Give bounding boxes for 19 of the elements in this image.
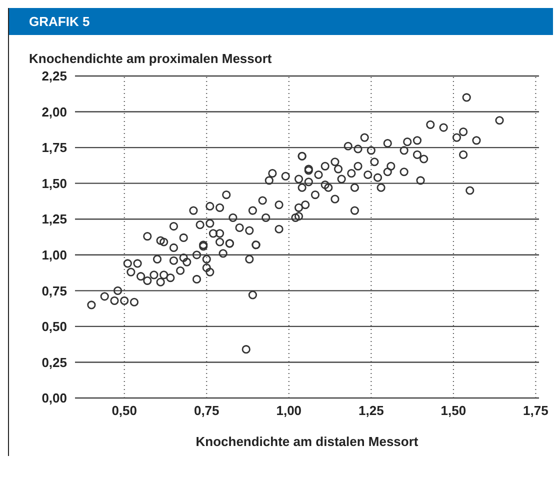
chart-title: GRAFIK 5 xyxy=(9,8,553,35)
y-tick-label: 1,75 xyxy=(42,140,67,156)
x-axis-title: Knochendichte am distalen Messort xyxy=(196,434,419,449)
x-tick-label: 1,00 xyxy=(276,403,302,418)
x-tick-label: 1,25 xyxy=(358,403,384,418)
x-tick-label: 1,75 xyxy=(523,403,548,418)
y-tick-label: 0,25 xyxy=(42,354,67,370)
x-tick-label: 0,50 xyxy=(112,403,138,418)
y-axis-title: Knochendichte am proximalen Messort xyxy=(28,50,273,66)
y-tick-label: 1,25 xyxy=(42,212,67,227)
y-tick-label: 2,25 xyxy=(42,68,67,84)
y-tick-label: 1,50 xyxy=(42,176,67,191)
y-tick-label: 0,75 xyxy=(42,283,67,298)
x-tick-label: 0,75 xyxy=(194,403,220,418)
y-tick-label: 2,00 xyxy=(42,104,67,120)
y-tick-label: 0,00 xyxy=(42,390,67,406)
x-tick-label: 1,50 xyxy=(440,403,466,418)
y-tick-label: 1,00 xyxy=(42,248,67,263)
y-tick-label: 0,50 xyxy=(42,319,67,334)
